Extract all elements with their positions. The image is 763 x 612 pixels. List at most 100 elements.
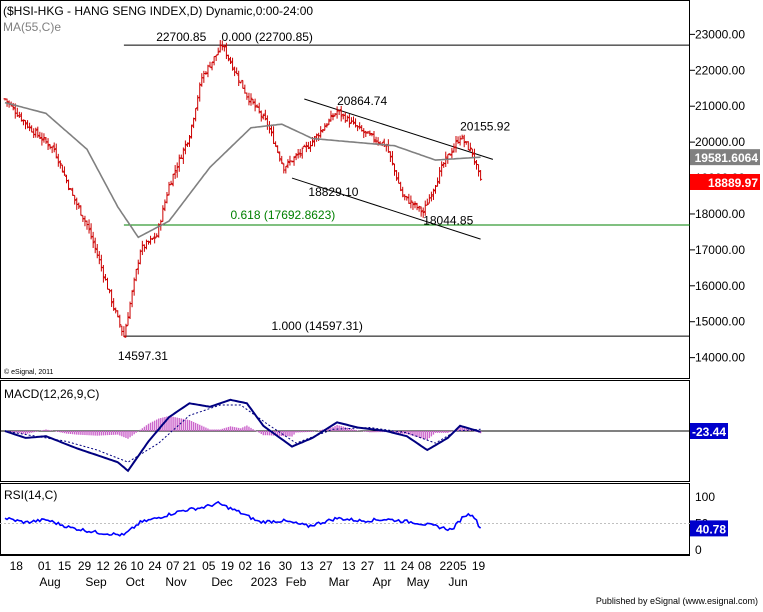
- price-bar: [276, 145, 280, 153]
- price-bar: [85, 220, 89, 230]
- y-tick-label: 23000.00: [695, 27, 745, 41]
- price-bar: [403, 194, 407, 201]
- price-bar: [448, 153, 452, 156]
- price-bar: [177, 154, 181, 172]
- price-bar: [48, 143, 52, 150]
- price-bar: [52, 142, 56, 153]
- ma-line: [4, 101, 481, 239]
- price-annotation: 18044.85: [423, 213, 473, 227]
- price-bar: [442, 161, 446, 168]
- price-bar: [425, 198, 429, 206]
- price-bar: [161, 205, 165, 222]
- price-bar: [284, 166, 288, 174]
- price-bar: [229, 56, 232, 65]
- price-bar: [286, 159, 290, 169]
- price-annotation: 20155.92: [460, 120, 510, 134]
- price-bar: [397, 172, 401, 184]
- price-bar: [417, 205, 421, 212]
- x-day-label: 13: [342, 559, 356, 573]
- price-bar: [58, 160, 62, 169]
- price-bar: [99, 254, 103, 272]
- price-bar: [460, 134, 464, 140]
- price-bar: [337, 109, 341, 116]
- price-bar: [34, 127, 38, 138]
- price-bar: [298, 148, 302, 158]
- price-bar: [440, 161, 444, 177]
- price-bar: [106, 277, 109, 290]
- x-day-label: 26: [114, 559, 128, 573]
- chart-title: ($HSI-HKG - HANG SENG INDEX,D) Dynamic,0…: [3, 4, 313, 18]
- price-bar: [62, 166, 66, 176]
- price-bar: [382, 138, 386, 148]
- price-bar: [366, 131, 370, 134]
- price-bar: [116, 310, 120, 318]
- price-bar: [28, 122, 32, 132]
- x-day-label: 27: [361, 559, 375, 573]
- price-bar: [267, 121, 271, 134]
- price-bar: [171, 173, 175, 187]
- price-bar: [214, 54, 218, 61]
- x-month-label: Nov: [165, 575, 186, 589]
- price-bar: [257, 102, 261, 114]
- price-bar: [255, 104, 259, 108]
- price-bar: [151, 237, 155, 240]
- price-bar: [140, 240, 144, 256]
- price-bar: [56, 153, 60, 167]
- price-bar: [97, 251, 101, 265]
- price-bar: [272, 126, 276, 144]
- macd-line: [4, 398, 481, 473]
- price-bar: [413, 201, 417, 209]
- price-bar: [77, 202, 81, 209]
- footer-text: Published by eSignal (www.esignal.com): [596, 596, 758, 606]
- price-bar: [126, 312, 130, 326]
- price-bar: [247, 92, 251, 106]
- price-bar: [95, 244, 99, 259]
- price-bar: [101, 265, 105, 283]
- x-day-label: 11: [383, 559, 396, 573]
- x-month-label: Oct: [126, 575, 145, 589]
- price-bar: [319, 126, 323, 138]
- price-bar: [122, 326, 126, 338]
- price-bar: [237, 70, 241, 87]
- price-bar: [235, 67, 239, 75]
- y-tick-label: 14000.00: [695, 351, 745, 365]
- y-tick-label: 15000.00: [695, 315, 745, 329]
- x-month-label: Feb: [286, 575, 307, 589]
- price-bar: [24, 120, 27, 130]
- price-bar: [190, 124, 194, 139]
- price-bar: [226, 54, 230, 62]
- price-bar: [46, 138, 50, 150]
- price-bar: [175, 162, 179, 178]
- price-bar: [210, 61, 214, 71]
- price-bar: [415, 202, 419, 211]
- price-bar: [347, 114, 351, 128]
- rsi-tick-label: 100: [695, 490, 715, 504]
- ma-value: 19581.6064: [695, 151, 759, 165]
- rsi-value: 40.78: [696, 522, 726, 536]
- y-tick-label: 17000.00: [695, 243, 745, 257]
- x-month-label: Jun: [448, 575, 467, 589]
- rsi-label: RSI(14,C): [4, 488, 57, 502]
- price-bar: [222, 44, 226, 52]
- x-day-label: 18: [10, 559, 24, 573]
- macd-signal-line: [4, 404, 481, 463]
- x-day-label: 27: [319, 559, 333, 573]
- price-bar: [296, 148, 300, 159]
- price-bar: [216, 47, 220, 56]
- x-day-label: 19: [221, 559, 235, 573]
- price-bar: [79, 205, 83, 216]
- price-bar: [401, 186, 405, 198]
- price-bar: [124, 323, 128, 338]
- price-bar: [44, 137, 48, 144]
- x-day-label: 19: [472, 559, 486, 573]
- price-bar: [138, 249, 142, 265]
- price-bar: [419, 206, 423, 217]
- macd-label: MACD(12,26,9,C): [4, 387, 99, 401]
- price-bar: [454, 136, 458, 153]
- price-bar: [325, 123, 329, 128]
- x-day-label: 12: [97, 559, 111, 573]
- y-tick-label: 22000.00: [695, 63, 745, 77]
- price-bar: [249, 93, 253, 106]
- price-bar: [308, 141, 312, 152]
- price-bar: [263, 109, 267, 121]
